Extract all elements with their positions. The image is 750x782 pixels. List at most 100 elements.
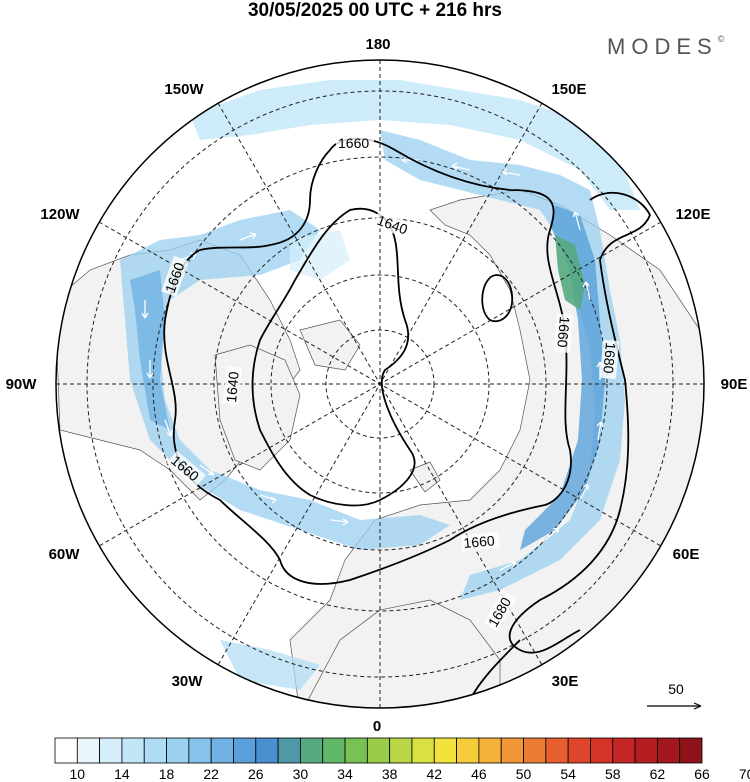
jet-band-west [120,210,450,550]
contour-label-group: 1660 [553,313,574,353]
colorbar-cell [634,737,658,764]
contour-label: 1680 [600,342,619,375]
lon-label-180: 180 [365,36,390,53]
wind-speed-shading [120,80,640,690]
colorbar-tick-label: 66 [694,766,710,782]
colorbar-tick-label: 30 [293,766,309,782]
longitude-labels: 180 150E 120E 90E 60E 30E 0 30W 60W 90W … [6,36,748,735]
colorbar-cell [411,737,435,764]
wind-arrow [259,494,277,504]
label-bg [336,134,374,150]
contour-1660-outer [163,137,572,585]
colorbar-cell [322,737,346,764]
colorbar-tick-label: 42 [426,766,442,782]
lon-label-90e: 90E [721,376,748,393]
colorbar-cell [612,737,636,764]
colorbar-tick-label: 70 [739,766,750,782]
wind-arrow [199,464,215,476]
colorbar-tick-label: 18 [159,766,175,782]
colorbar-cell [456,737,480,764]
colorbar-cell [255,737,279,764]
colorbar-tick-label: 14 [114,766,130,782]
label-bg [161,255,190,297]
meridian-120e-60w [98,221,662,547]
wind-arrow [572,211,581,231]
label-bg [460,531,501,552]
colorbar-tick-label: 34 [337,766,353,782]
contour-1680 [508,191,651,654]
colorbar-tick-label: 10 [70,766,86,782]
colorbar-cell [590,737,614,764]
wind-arrow [329,518,349,526]
colorbar-tick-label: 54 [560,766,576,782]
colorbar-cell [545,737,569,764]
map-title: 30/05/2025 00 UTC + 216 hrs [247,0,503,21]
wind-vectors [141,156,604,571]
colorbar-cell [99,737,123,764]
map-disc: 1660 1640 1660 1640 1660 1660 [56,60,704,708]
wind-arrow [146,360,154,379]
contour-label: 1660 [554,316,573,349]
colorbar-tick-label: 22 [203,766,219,782]
lon-label-150w: 150W [164,81,204,98]
lon-label-60w: 60W [49,546,81,563]
colorbar-cell [567,737,591,764]
colorbar-cell [656,737,681,764]
colorbar-cell [389,737,413,764]
colorbar-cell [76,737,101,764]
contour-label: 1660 [338,135,369,151]
reference-vector-label: 50 [668,681,684,697]
wind-arrow [596,421,604,441]
brand-text: MODES [607,34,718,59]
wind-arrow [582,281,591,301]
lon-label-120e: 120E [675,206,710,223]
modes-logo: MODES© [607,34,724,60]
colorbar-cell [679,737,703,764]
jet-band-west-core [130,270,170,430]
colorbar-tick-label: 38 [382,766,398,782]
wind-arrow [451,162,471,171]
colorbar-cell [166,737,190,764]
contour-label: 1640 [223,371,242,404]
jet-max-green [555,235,585,310]
lon-label-30w: 30W [172,673,204,690]
contour-closed-low [481,274,513,323]
label-bg [599,339,620,379]
contour-label-group: 1660 [460,531,501,552]
colorbar-tick-label: 46 [471,766,487,782]
latitude-circle-70 [270,274,490,494]
colorbar-cell [344,737,368,764]
arctic-islands [299,319,361,371]
colorbar-cell [188,737,212,764]
colorbar-cell [143,737,167,764]
colorbar-tick-label: 58 [605,766,621,782]
reference-arrow-icon [693,702,702,710]
graticule [56,60,704,708]
wind-arrow [239,232,257,241]
label-bg [373,211,415,240]
lon-label-120w: 120W [40,206,80,223]
colorbar-tick-label: 26 [248,766,264,782]
colorbar-tick-label: 50 [516,766,532,782]
contour-label: 1660 [463,532,496,551]
colorbar-cell [523,737,547,764]
colorbar-tick-label: 62 [650,766,666,782]
copyright-mark: © [717,34,725,44]
colorbar-cell [500,737,524,764]
lon-label-90w: 90W [6,376,38,393]
jet-band-north [190,80,640,210]
label-bg [222,366,243,406]
contour-1640 [251,207,416,507]
colorbar-cell [210,737,234,764]
colorbar-cell [121,737,145,764]
lon-label-150e: 150E [551,81,586,98]
label-bg [553,313,574,353]
wind-arrow [501,168,521,176]
wind-arrow [141,300,149,319]
contour-label-group: 1680 [599,339,620,379]
colorbar-cell [366,737,391,764]
map-border [55,59,705,709]
lon-label-0: 0 [373,718,381,735]
height-contours [163,137,651,701]
wind-arrow [579,483,589,501]
